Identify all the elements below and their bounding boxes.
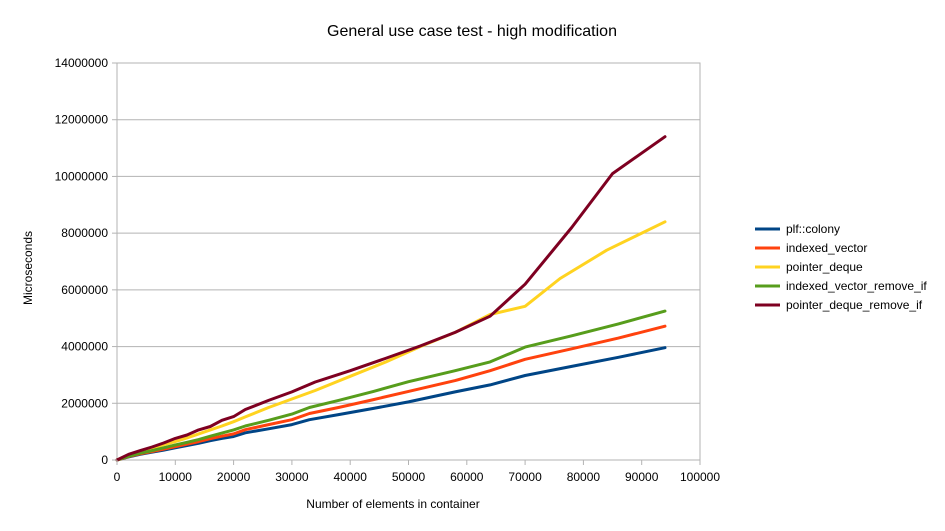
series-line-indexed-vector-remove-if — [115, 309, 667, 462]
x-tick-label: 70000 — [508, 470, 542, 484]
y-tick-label: 0 — [101, 453, 108, 467]
chart-title: General use case test - high modificatio… — [327, 23, 617, 40]
y-tick-label: 2000000 — [61, 396, 108, 410]
legend-label: indexed_vector — [786, 241, 867, 255]
y-tick-label: 12000000 — [55, 113, 109, 127]
gridlines — [117, 62, 700, 461]
x-tick-label: 60000 — [450, 470, 484, 484]
y-tick-label: 8000000 — [61, 226, 108, 240]
legend-label: pointer_deque_remove_if — [786, 298, 923, 312]
legend: plf::colonyindexed_vectorpointer_dequein… — [755, 222, 927, 312]
tick-labels: 0 2000000 4000000 6000000 8000000 10000000 120… — [55, 56, 721, 484]
x-tick-label: 0 — [114, 470, 121, 484]
y-tick-label: 6000000 — [61, 283, 108, 297]
series-layer — [115, 135, 667, 462]
y-tick-label: 4000000 — [61, 340, 108, 354]
series-line-plf-colony — [115, 346, 667, 462]
x-tick-label: 10000 — [159, 470, 193, 484]
series-line-pointer-deque — [115, 220, 667, 462]
x-axis-label: Number of elements in container — [306, 497, 479, 511]
x-tick-label: 50000 — [392, 470, 426, 484]
y-tick-label: 14000000 — [55, 56, 109, 70]
x-tick-label: 40000 — [334, 470, 368, 484]
legend-label: plf::colony — [786, 222, 840, 236]
x-tick-label: 20000 — [217, 470, 251, 484]
x-tick-label: 80000 — [567, 470, 601, 484]
y-axis-label: Microseconds — [21, 231, 35, 305]
x-tick-label: 30000 — [275, 470, 309, 484]
y-tick-label: 10000000 — [55, 169, 109, 183]
x-tick-label: 90000 — [625, 470, 659, 484]
legend-label: pointer_deque — [786, 260, 863, 274]
series-line-pointer-deque-remove-if — [115, 135, 667, 462]
x-tick-label: 100000 — [680, 470, 720, 484]
legend-label: indexed_vector_remove_if — [786, 279, 927, 293]
